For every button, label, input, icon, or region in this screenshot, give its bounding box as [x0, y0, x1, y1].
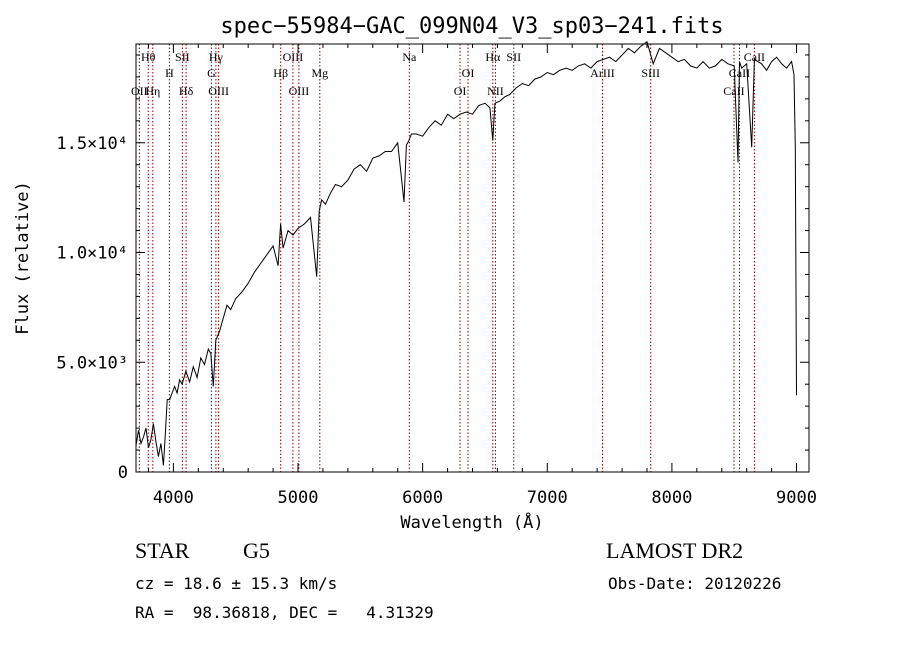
x-tick-label: 8000: [651, 488, 692, 508]
line-marker-label: CaII: [723, 84, 744, 98]
line-marker-label: OIII: [283, 50, 304, 64]
line-marker-label: OIII: [289, 84, 310, 98]
y-axis-label: Flux (relative): [13, 181, 33, 335]
x-tick-label: 6000: [402, 488, 443, 508]
line-marker-label: OII: [131, 84, 148, 98]
line-marker-label: SII: [175, 50, 190, 64]
line-marker-label: Mg: [311, 66, 328, 80]
line-marker-label: NII: [487, 84, 504, 98]
line-marker-label: Hθ: [141, 50, 156, 64]
line-marker-label: OI: [462, 66, 475, 80]
y-tick-label: 0: [118, 463, 128, 483]
redshift-cz: cz = 18.6 ± 15.3 km/s: [135, 574, 338, 593]
line-marker-label: Na: [402, 50, 417, 64]
y-tick-label: 5.0×10³: [56, 353, 128, 373]
x-axis-label: Wavelength (Å): [400, 511, 543, 533]
x-tick-label: 9000: [776, 488, 817, 508]
x-tick-label: 4000: [153, 488, 194, 508]
line-marker-label: OIII: [208, 84, 229, 98]
line-marker-label: SII: [506, 50, 521, 64]
line-markers: HθOIIHηHSIIHδHγGOIIIOIIIHβOIIIMgNaOIOIHα…: [131, 44, 765, 472]
line-marker-label: H: [165, 66, 174, 80]
line-marker-label: G: [207, 66, 216, 80]
x-tick-label: 7000: [527, 488, 568, 508]
plot-frame: [135, 43, 810, 473]
object-type: STAR: [135, 538, 190, 563]
line-marker-label: OI: [454, 84, 467, 98]
line-marker-label: Hη: [145, 84, 160, 98]
x-tick-label: 5000: [278, 488, 319, 508]
survey-name: LAMOST DR2: [606, 538, 744, 563]
chart-title: spec−55984−GAC_099N04_V3_sp03−241.fits: [220, 14, 723, 39]
ra-dec: RA = 98.36818, DEC = 4.31329: [135, 603, 434, 622]
axis-ticks: 4000 5000 6000 7000 8000 9000 0 5.0×10³ 1.0×10⁴ 1…: [56, 44, 817, 508]
object-subclass: G5: [243, 538, 270, 563]
line-marker-label: Hγ: [209, 50, 224, 64]
obs-date: Obs-Date: 20120226: [608, 574, 782, 593]
line-marker-label: CaII: [744, 50, 765, 64]
y-tick-label: 1.0×10⁴: [56, 244, 128, 264]
line-marker-label: Hα: [485, 50, 501, 64]
line-marker-label: Hβ: [273, 66, 288, 80]
line-marker-label: ArIII: [590, 66, 615, 80]
line-marker-label: Hδ: [179, 84, 194, 98]
line-marker-label: SIII: [641, 66, 660, 80]
y-tick-label: 1.5×10⁴: [56, 134, 128, 154]
spectrum-line: [135, 40, 797, 466]
